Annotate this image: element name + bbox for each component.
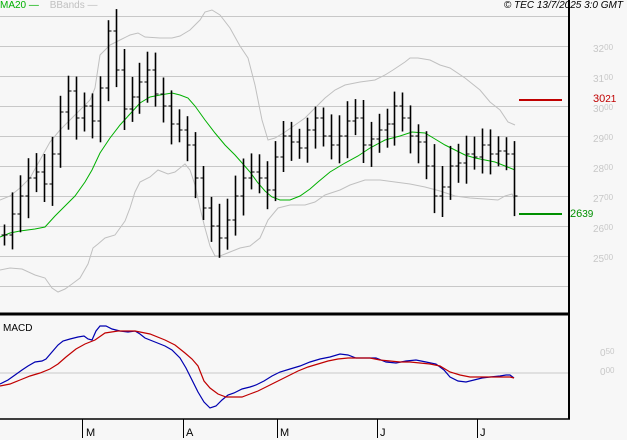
price-tick-label: 3000 <box>593 103 614 115</box>
macd-tick-label: 000 <box>600 366 615 378</box>
bband-lower-line <box>0 163 516 293</box>
x-axis-ticks <box>82 419 478 438</box>
price-tick-label: 2700 <box>593 193 614 205</box>
x-axis-label-jun: J <box>380 427 386 439</box>
price-tick-label: 2900 <box>593 133 614 145</box>
resistance-level-label: 3021 <box>593 93 617 105</box>
legend-ma20: MA20 — <box>0 0 39 11</box>
x-axis-label-may: M <box>280 427 290 439</box>
price-tick-label: 2800 <box>593 163 614 175</box>
price-tick-label: 3200 <box>593 43 614 55</box>
x-axis-label-mar: M <box>86 427 96 439</box>
x-axis-label-jul: J <box>480 427 486 439</box>
bband-upper-line <box>0 9 516 201</box>
ma20-line <box>0 92 516 238</box>
ohlc-bars <box>1 9 518 258</box>
signal-line <box>0 330 515 398</box>
legend-bbands: BBands — <box>49 0 98 11</box>
support-level-label: 2639 <box>570 208 594 220</box>
macd-panel-title: MACD <box>3 323 33 334</box>
price-tick-label: 2600 <box>593 223 614 235</box>
copyright-timestamp: © TEC 13/7/2025 3:0 GMT <box>503 0 623 11</box>
price-tick-label: 2500 <box>593 253 614 265</box>
macd-line <box>0 325 515 409</box>
price-tick-label: 3100 <box>593 73 614 85</box>
chart-legend: MA20 — BBands — <box>0 0 98 12</box>
x-axis-label-apr: A <box>186 427 194 439</box>
macd-tick-label: 050 <box>600 347 615 359</box>
